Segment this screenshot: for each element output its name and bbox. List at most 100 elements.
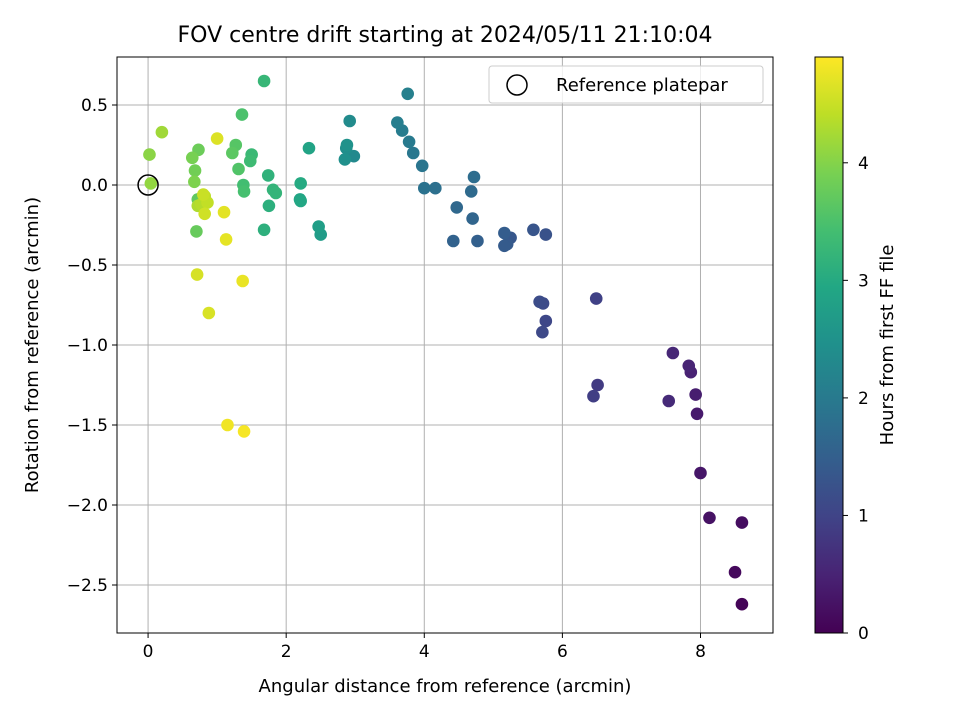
data-point	[197, 188, 210, 201]
data-point	[536, 325, 549, 339]
legend-label: Reference platepar	[556, 75, 728, 96]
colorbar-gradient	[814, 56, 844, 634]
data-point	[210, 132, 224, 145]
data-point	[262, 199, 276, 213]
legend-reference-marker	[506, 74, 528, 96]
data-point	[232, 162, 245, 176]
data-point	[235, 108, 249, 121]
data-point	[155, 125, 169, 139]
data-point	[406, 146, 420, 160]
legend: Reference platepar	[488, 65, 764, 104]
data-point	[190, 268, 204, 281]
data-point	[429, 181, 442, 195]
data-point	[690, 407, 704, 421]
data-point	[237, 185, 251, 198]
data-point	[703, 511, 716, 525]
data-point	[539, 228, 553, 241]
data-point	[498, 239, 511, 253]
data-points	[143, 74, 749, 611]
data-point	[694, 466, 707, 480]
data-point	[269, 186, 283, 200]
y-tick-label: −2.0	[67, 496, 108, 516]
y-axis-label: Rotation from reference (arcmin)	[22, 197, 43, 493]
data-point	[188, 164, 202, 177]
x-tick-label: 0	[143, 642, 154, 662]
colorbar: 0 1 2 3 4 Hours from first FF file	[814, 56, 898, 644]
colorbar-tick-label: 4	[858, 154, 869, 174]
data-point	[302, 141, 316, 155]
data-point	[666, 346, 680, 360]
colorbar-tick-label: 0	[858, 624, 869, 644]
y-tick-label: −0.5	[67, 256, 108, 276]
y-tick-label: −1.5	[67, 416, 108, 436]
reference-marker-group	[137, 174, 159, 196]
data-point	[257, 74, 271, 88]
data-point	[143, 148, 156, 161]
x-tick-label: 2	[281, 642, 292, 662]
data-point	[338, 153, 352, 166]
data-point	[294, 177, 307, 190]
data-point	[261, 169, 275, 182]
colorbar-tick-label: 2	[858, 389, 869, 409]
y-tick-label: −2.5	[67, 576, 108, 596]
data-point	[446, 234, 460, 248]
data-point	[467, 170, 481, 184]
data-point	[219, 233, 233, 246]
data-point	[589, 292, 603, 305]
data-point	[682, 359, 696, 373]
reference-platepar-marker	[137, 174, 159, 196]
data-point	[217, 205, 231, 219]
data-point	[728, 565, 742, 579]
data-point	[198, 207, 211, 221]
y-tick-label: 0.5	[81, 96, 108, 116]
data-point	[144, 177, 158, 190]
data-point	[735, 516, 749, 529]
y-tick-label: −1.0	[67, 336, 108, 356]
data-point	[587, 389, 600, 403]
data-point	[471, 234, 484, 248]
x-tick-label: 6	[557, 642, 568, 662]
data-point	[343, 114, 357, 128]
data-point	[450, 201, 464, 214]
data-point	[402, 135, 416, 149]
data-point	[539, 314, 553, 328]
colorbar-label: Hours from first FF file	[877, 245, 898, 446]
data-point	[236, 274, 249, 288]
data-point	[257, 223, 271, 237]
data-point	[533, 295, 546, 309]
colorbar-tick-label: 1	[858, 506, 869, 526]
grid	[117, 57, 773, 633]
x-axis-label: Angular distance from reference (arcmin)	[259, 676, 632, 697]
data-point	[415, 159, 429, 173]
data-point	[591, 378, 604, 392]
y-tick-label: 0.0	[81, 176, 108, 196]
data-point	[464, 185, 478, 198]
data-point	[735, 597, 749, 611]
data-point	[190, 225, 203, 238]
data-point	[689, 388, 702, 401]
data-point	[237, 425, 251, 438]
data-point	[312, 220, 325, 233]
data-point	[202, 306, 216, 320]
colorbar-ticks: 0 1 2 3 4	[843, 154, 869, 644]
data-point	[417, 181, 431, 195]
data-point	[391, 116, 404, 129]
data-point	[226, 146, 239, 160]
x-tick-label: 4	[419, 642, 430, 662]
data-point	[243, 154, 257, 168]
data-point	[221, 418, 234, 432]
x-axis-ticks: 0 2 4 6 8	[143, 633, 706, 662]
data-point	[340, 138, 354, 152]
data-point	[294, 194, 307, 208]
y-axis-ticks: 0.5 0.0 −0.5 −1.0 −1.5 −2.0 −2.5	[67, 96, 117, 596]
data-point	[188, 175, 201, 189]
data-point	[466, 212, 479, 225]
data-point	[662, 394, 676, 408]
colorbar-tick-label: 3	[858, 271, 869, 291]
chart-title: FOV centre drift starting at 2024/05/11 …	[178, 23, 713, 48]
legend-box	[488, 65, 764, 104]
data-point	[401, 87, 415, 101]
data-point	[498, 226, 511, 240]
x-tick-label: 8	[695, 642, 706, 662]
